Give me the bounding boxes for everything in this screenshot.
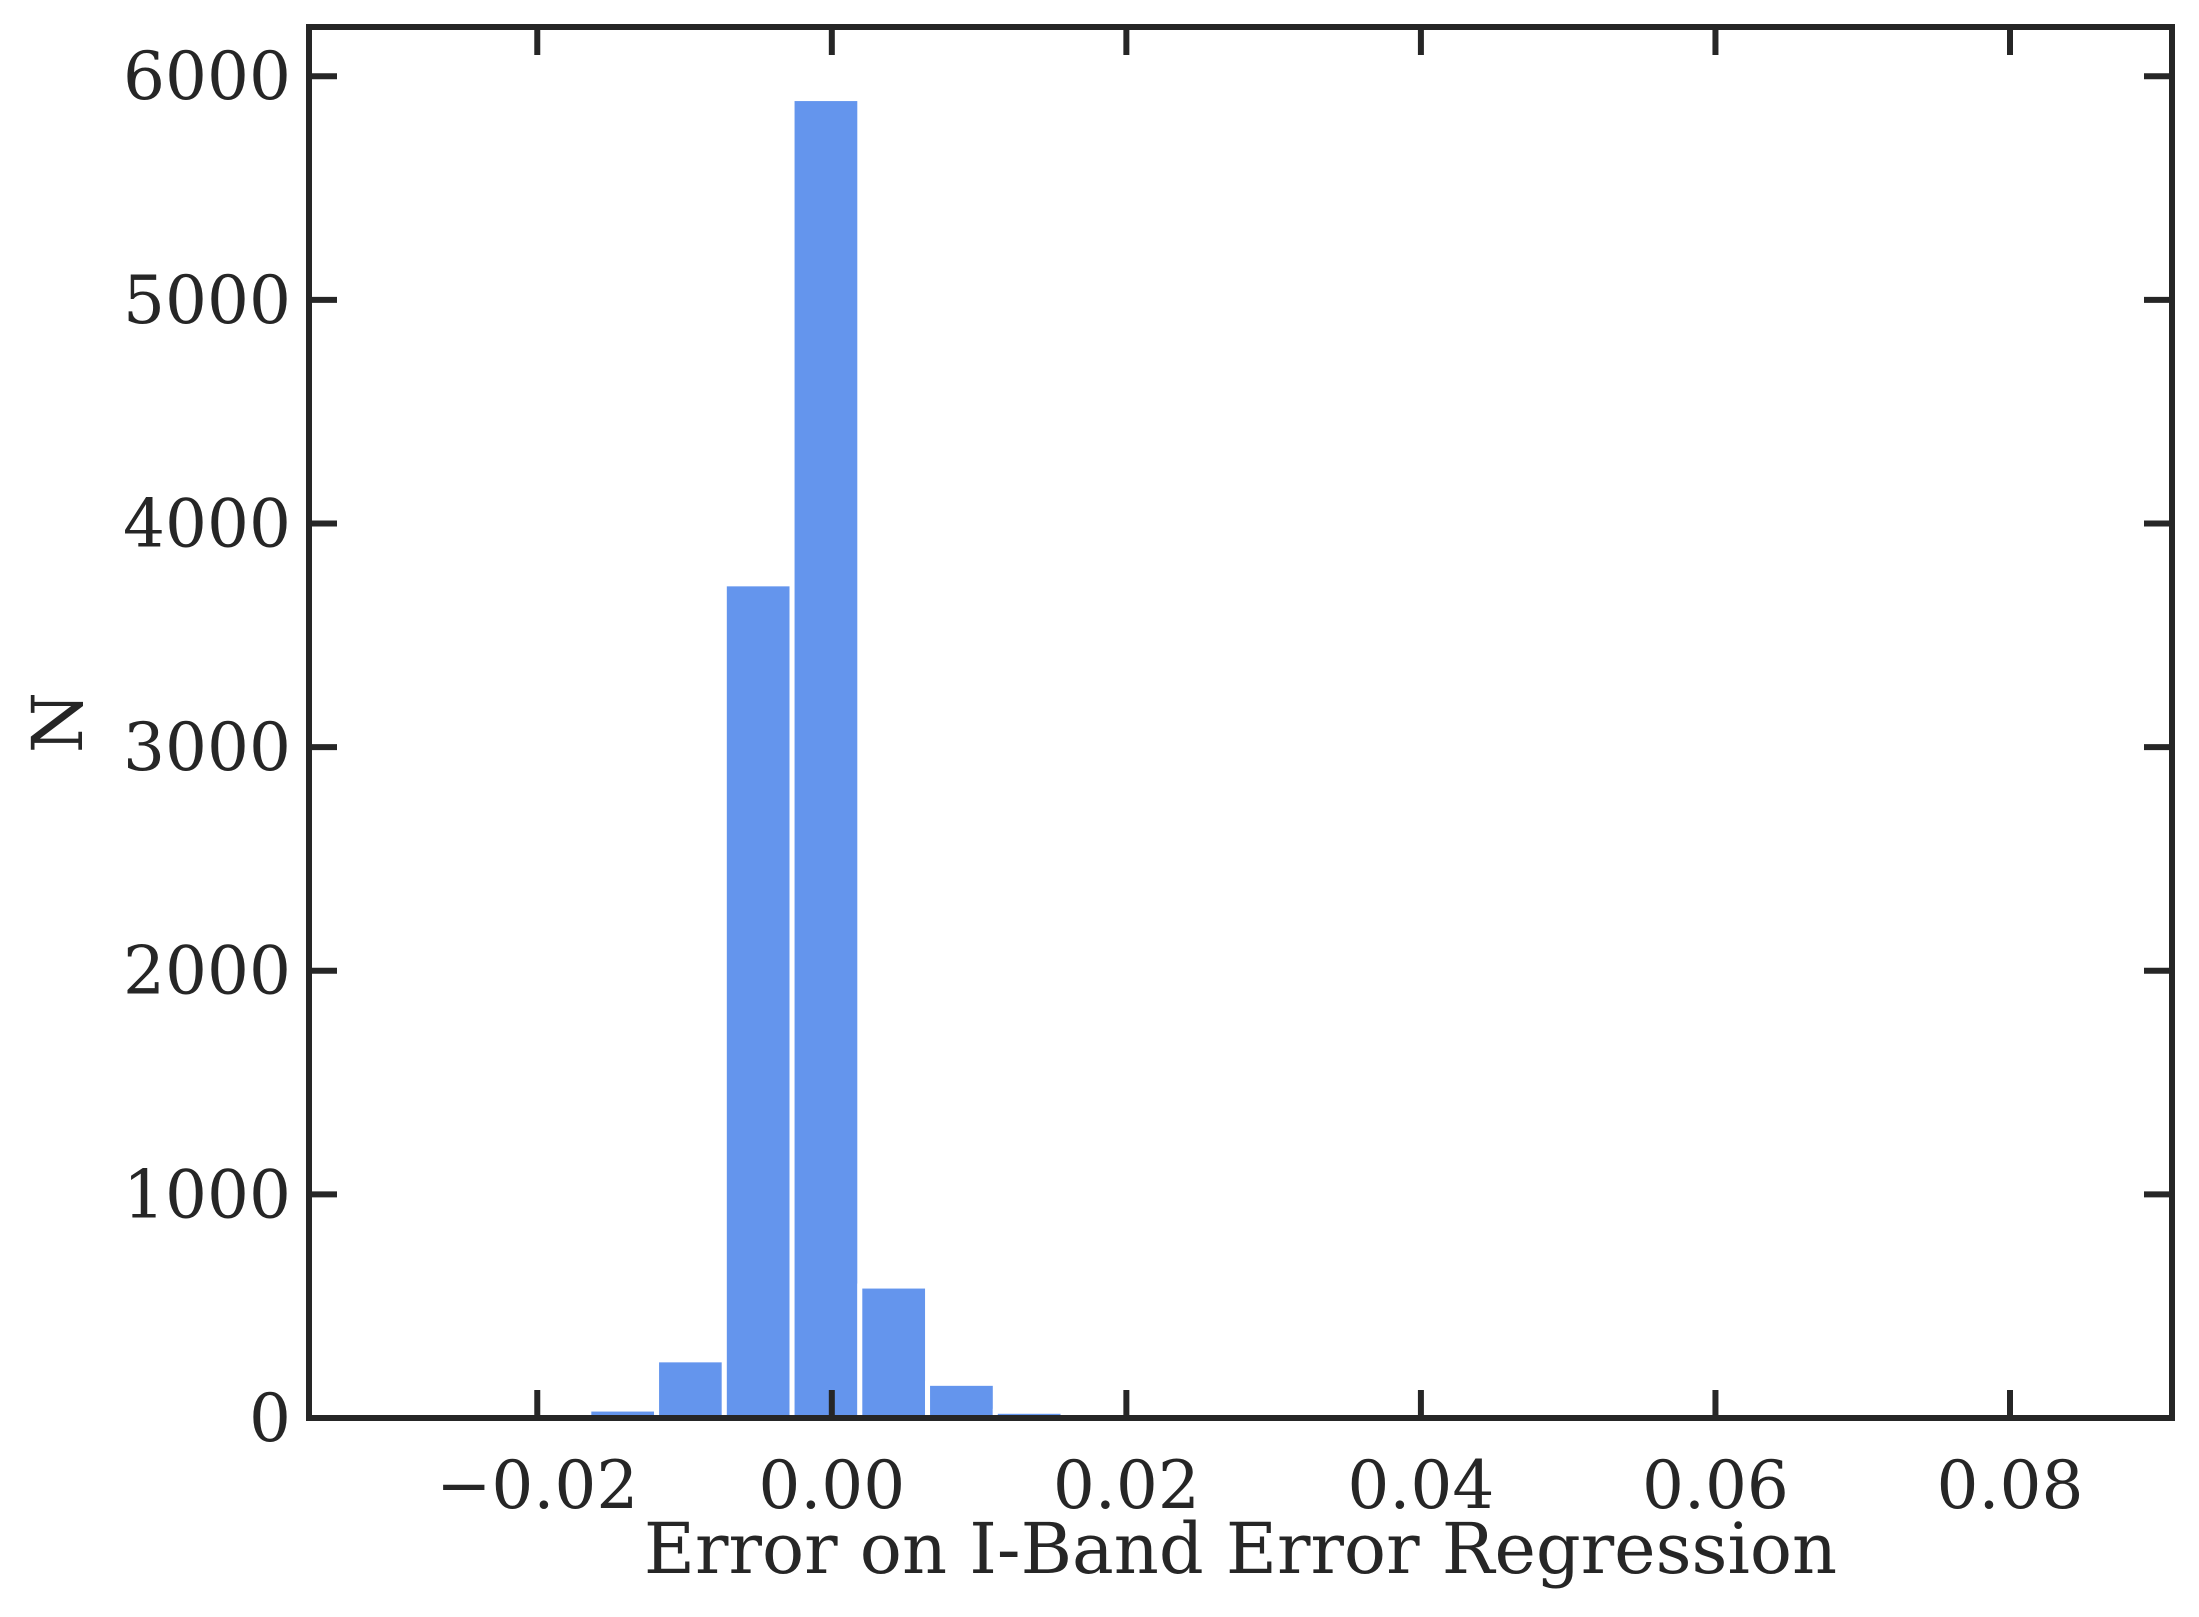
y-tick-label: 5000 — [123, 262, 291, 339]
x-tick-label: 0.02 — [1053, 1447, 1200, 1524]
histogram-bar — [857, 1283, 931, 1421]
y-tick-label: 1000 — [123, 1156, 291, 1233]
x-tick-label: 0.06 — [1642, 1447, 1789, 1524]
y-tick-label: 6000 — [123, 38, 291, 115]
x-tick-label: 0.04 — [1347, 1447, 1494, 1524]
histogram-bar — [654, 1357, 727, 1421]
y-tick-label: 3000 — [123, 709, 291, 786]
histogram-bar — [721, 581, 795, 1421]
axis-tick-labels: −0.02 0.00 0.02 0.04 0.06 0.08 0 1000 2000 3000 40… — [123, 38, 2083, 1524]
plot-frame — [306, 24, 2175, 1421]
x-axis-label: Error on I-Band Error Regression — [644, 1508, 1837, 1590]
y-tick-label: 0 — [249, 1380, 291, 1457]
histogram-bar — [925, 1380, 998, 1421]
y-axis-label: N — [17, 692, 99, 753]
x-tick-label: 0.08 — [1937, 1447, 2084, 1524]
y-tick-label: 2000 — [123, 933, 291, 1010]
x-tick-label: 0.00 — [758, 1447, 905, 1524]
y-tick-label: 4000 — [123, 485, 291, 562]
x-tick-label: −0.02 — [436, 1447, 638, 1524]
histogram-bar — [789, 96, 863, 1421]
